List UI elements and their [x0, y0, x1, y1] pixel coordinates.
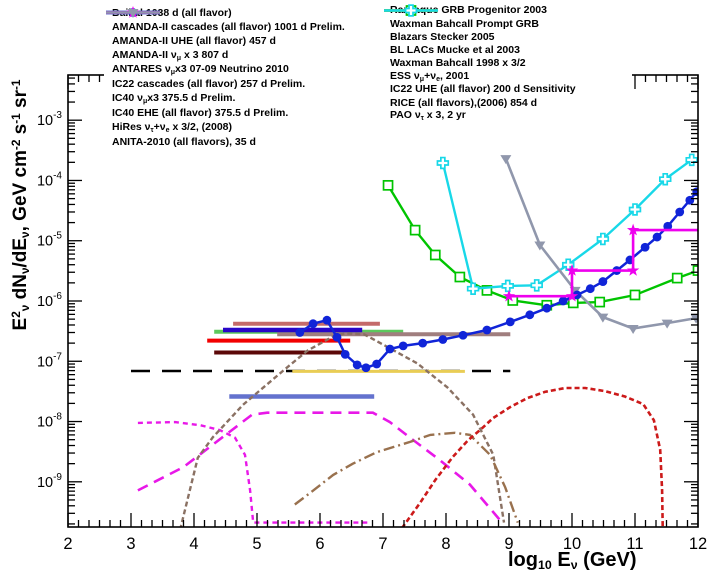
legend-label-stecker: Blazars Stecker 2005	[390, 30, 495, 43]
y-tick-label: 10-8	[37, 412, 62, 431]
y-tick-label: 10-4	[37, 170, 62, 189]
x-tick-label: 5	[252, 535, 261, 553]
legend-item-bl_lacs: BL LACs Mucke et al 2003	[382, 9, 632, 57]
legend-item-hires: HiRes ντ+νe x 3/2, (2008)	[104, 6, 384, 134]
series-razzaque	[137, 420, 368, 524]
y-tick-label: 10-7	[37, 351, 62, 370]
legend-item-wb1998: Waxman Bahcall 1998 x 3/2	[382, 9, 632, 70]
legend-label-razzaque: Razzaque GRB Progenitor 2003	[390, 4, 547, 17]
y-tick-label: 10-3	[37, 110, 62, 129]
tick-labels: 2 3 4 5 6 7 8 9 10 11 12 10-3 10-4 10-5 10-6 10-7 10-8 10…	[37, 110, 707, 553]
legend-item-rice: RICE (all flavors),(2006) 854 d	[382, 5, 632, 109]
pao-legend-swatch	[384, 4, 438, 17]
x-tick-label: 8	[441, 535, 450, 553]
x-tick-label: 12	[689, 535, 707, 553]
legend-label-baikal: Baikal 1038 d (all flavor)	[112, 6, 232, 19]
legend-item-wb_prompt: Waxman Bahcall Prompt GRB	[382, 9, 632, 30]
series-hires	[502, 223, 698, 302]
series-wb_prompt	[137, 411, 504, 524]
legend-label-anita: ANITA-2010 (all flavors), 35 d	[112, 135, 256, 148]
legend-label-hires: HiRes ντ+νe x 3/2, (2008)	[112, 120, 233, 134]
legend-item-ic40_numu: IC40 νμx3 375.5 d Prelim.	[104, 10, 384, 106]
legend-label-amanda_uhe: AMANDA-II UHE (all flavor) 457 d	[112, 35, 276, 48]
series-pao	[436, 153, 698, 295]
legend-label-wb1998: Waxman Bahcall 1998 x 3/2	[390, 57, 526, 70]
legend-item-ic22_uhe: IC22 UHE (all flavor) 200 d Sensitivity	[382, 9, 632, 96]
series-ess	[401, 386, 664, 527]
legend-label-ic40_ehe: IC40 EHE (all flavor) 375.5 d Prelim.	[112, 106, 289, 119]
legend-right-column: Razzaque GRB Progenitor 2003 Waxman Bahca…	[382, 4, 632, 123]
y-tick-label: 10-6	[37, 291, 62, 310]
x-axis-title: log10 Eν (GeV)	[508, 549, 637, 572]
series-ic40_ehe	[295, 187, 698, 373]
series-bl_lacs	[294, 431, 519, 524]
legend-label-amanda_numu: AMANDA-II νμ x 3 807 d	[112, 49, 229, 63]
x-tick-label: 4	[189, 535, 198, 553]
x-tick-label: 11	[626, 535, 643, 553]
legend-item-ic40_ehe: IC40 EHE (all flavor) 375.5 d Prelim.	[104, 8, 384, 120]
legend-label-bl_lacs: BL LACs Mucke et al 2003	[390, 43, 520, 56]
legend-label-ic40_numu: IC40 νμx3 375.5 d Prelim.	[112, 91, 236, 105]
y-tick-label: 10-5	[37, 231, 62, 250]
legend-item-amanda_cascades: AMANDA-II cascades (all flavor) 1001 d P…	[104, 10, 384, 34]
legend-item-anita: ANITA-2010 (all flavors), 35 d	[104, 9, 384, 149]
legend-label-ic22_cascades: IC22 cascades (all flavor) 257 d Prelim.	[112, 78, 306, 91]
legend-label-rice: RICE (all flavors),(2006) 854 d	[390, 96, 538, 109]
legend-item-pao: PAO ντ x 3, 2 yr	[382, 4, 632, 123]
x-tick-label: 9	[504, 535, 513, 553]
legend-item-stecker: Blazars Stecker 2005	[382, 9, 632, 43]
legend-label-ic22_uhe: IC22 UHE (all flavor) 200 d Sensitivity	[390, 83, 576, 96]
series-stecker	[179, 332, 506, 527]
legend-item-amanda_numu: AMANDA-II νμ x 3 807 d	[104, 10, 384, 63]
legend-label-antares: ANTARES νμx3 07-09 Neutrino 2010	[112, 63, 289, 77]
legend-item-amanda_uhe: AMANDA-II UHE (all flavor) 457 d	[104, 10, 384, 49]
x-tick-label: 6	[315, 535, 324, 553]
anita-legend-swatch	[106, 9, 160, 18]
legend-label-wb_prompt: Waxman Bahcall Prompt GRB	[390, 17, 539, 30]
x-tick-label: 7	[378, 535, 387, 553]
legend-label-ess: ESS νμ+νe, 2001	[390, 69, 470, 83]
x-tick-label: 3	[126, 535, 135, 553]
legend-label-pao: PAO ντ x 3, 2 yr	[390, 109, 466, 123]
legend-label-amanda_cascades: AMANDA-II cascades (all flavor) 1001 d P…	[112, 21, 345, 34]
legend-left-column: Baikal 1038 d (all flavor) AMANDA-II casc…	[104, 6, 384, 149]
legend-item-ess: ESS νμ+νe, 2001	[382, 9, 632, 83]
plot-area	[131, 153, 698, 527]
x-tick-label: 2	[63, 535, 72, 553]
y-tick-label: 10-9	[37, 472, 62, 491]
y-axis-title: E2ν dNν/dEν, GeV cm-2 s-1 sr-1	[10, 79, 32, 331]
legend-item-antares: ANTARES νμx3 07-09 Neutrino 2010	[104, 10, 384, 77]
x-tick-label: 10	[563, 535, 581, 553]
legend-item-ic22_cascades: IC22 cascades (all flavor) 257 d Prelim.	[104, 10, 384, 91]
